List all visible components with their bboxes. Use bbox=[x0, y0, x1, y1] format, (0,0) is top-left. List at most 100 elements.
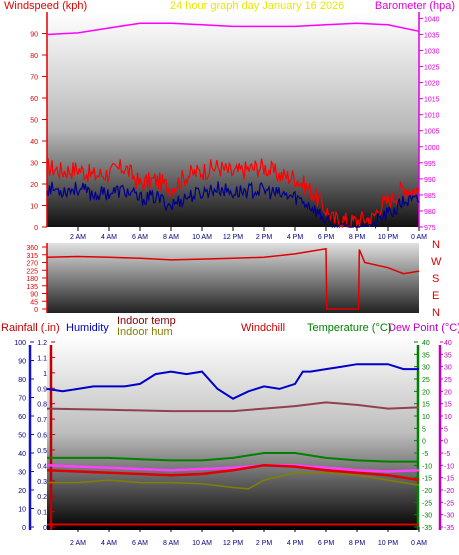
x-tick-label-bottom: 8 AM bbox=[163, 540, 179, 547]
windspeed-tick-label: 90 bbox=[30, 32, 38, 39]
x-tick-label-bottom: 10 PM bbox=[378, 540, 398, 547]
x-tick-label-bottom: 6 AM bbox=[132, 540, 148, 547]
humidity-tick-label: 50 bbox=[18, 433, 26, 440]
dewpoint-tick-label: 25 bbox=[444, 377, 452, 384]
x-tick-label-bottom: 12 PM bbox=[223, 540, 243, 547]
chart-title: 24 hour graph day January 16 2026 bbox=[170, 0, 344, 12]
barometer-tick-label: 1000 bbox=[424, 145, 440, 152]
indoor-hum-legend: Indoor hum bbox=[117, 326, 173, 338]
rainfall-tick-label: 1.2 bbox=[37, 340, 47, 347]
rainfall-legend: Rainfall (.in) bbox=[1, 322, 60, 334]
compass-label-n: N bbox=[432, 239, 440, 251]
wind-direction-line bbox=[46, 247, 420, 310]
barometer-tick-label: 1030 bbox=[424, 49, 440, 56]
x-tick-label: 6 PM bbox=[318, 234, 335, 241]
dewpoint-tick-label: 35 bbox=[444, 352, 452, 359]
x-tick-label: 2 PM bbox=[256, 234, 273, 241]
barometer-tick-label: 975 bbox=[424, 225, 436, 232]
windspeed-tick-label: 20 bbox=[30, 182, 38, 189]
direction-tick-label: 315 bbox=[26, 253, 38, 260]
barometer-tick-label: 1040 bbox=[424, 16, 440, 23]
rainfall-tick-label: 0 bbox=[43, 525, 47, 532]
direction-tick-label: 270 bbox=[26, 261, 38, 268]
windspeed-line bbox=[46, 158, 420, 229]
temperature-tick-label: -5 bbox=[422, 451, 428, 458]
windchill-line bbox=[46, 464, 420, 482]
rainfall-tick-label: 1 bbox=[43, 371, 47, 378]
x-tick-label: 4 PM bbox=[287, 234, 304, 241]
indoor-temp-line bbox=[46, 401, 420, 413]
barometer-tick-label: 985 bbox=[424, 193, 436, 200]
x-tick-label: 0 AM bbox=[411, 234, 427, 241]
temperature-tick-label: 35 bbox=[422, 352, 430, 359]
dewpoint-tick-label: -10 bbox=[444, 463, 454, 470]
x-tick-label-bottom: 2 AM bbox=[70, 540, 86, 547]
temperature-tick-label: -15 bbox=[422, 476, 432, 483]
x-tick-label-bottom: 0 AM bbox=[411, 540, 427, 547]
barometer-tick-label: 990 bbox=[424, 177, 436, 184]
humidity-legend: Humidity bbox=[66, 322, 109, 334]
windspeed-axis-title: Windspeed (kph) bbox=[4, 0, 87, 12]
humidity-tick-label: 30 bbox=[18, 470, 26, 477]
direction-tick-label: 180 bbox=[26, 276, 38, 283]
direction-tick-label: 225 bbox=[26, 268, 38, 275]
barometer-tick-label: 980 bbox=[424, 209, 436, 216]
dewpoint-tick-label: -5 bbox=[444, 451, 450, 458]
temperature-legend: Temperature (°C) bbox=[307, 322, 391, 334]
dewpoint-tick-label: 15 bbox=[444, 402, 452, 409]
dew-point-line bbox=[46, 464, 420, 473]
temperature-tick-label: 5 bbox=[422, 426, 426, 433]
rainfall-tick-label: 0.2 bbox=[37, 494, 47, 501]
temperature-tick-label: 0 bbox=[422, 439, 426, 446]
compass-label-e: E bbox=[432, 290, 439, 302]
barometer-tick-label: 1020 bbox=[424, 81, 440, 88]
barometer-tick-label: 1035 bbox=[424, 32, 440, 39]
indoor-temp-legend: Indoor temp bbox=[117, 315, 176, 327]
humidity-tick-label: 90 bbox=[18, 359, 26, 366]
x-tick-label: 10 PM bbox=[378, 234, 398, 241]
x-tick-label: 12 PM bbox=[223, 234, 243, 241]
humidity-tick-label: 80 bbox=[18, 377, 26, 384]
barometer-tick-label: 1015 bbox=[424, 97, 440, 104]
x-tick-label-bottom: 6 PM bbox=[318, 540, 335, 547]
x-tick-label-bottom: 10 AM bbox=[192, 540, 212, 547]
windspeed-tick-label: 10 bbox=[30, 204, 38, 211]
dewpoint-tick-label: 10 bbox=[444, 414, 452, 421]
rainfall-tick-label: 0.9 bbox=[37, 386, 47, 393]
dewpoint-tick-label: 30 bbox=[444, 365, 452, 372]
compass-label-n-bottom: N bbox=[432, 307, 440, 319]
x-tick-label-bottom: 2 PM bbox=[256, 540, 273, 547]
compass-label-s: S bbox=[432, 273, 439, 285]
rainfall-tick-label: 0.7 bbox=[37, 417, 47, 424]
x-tick-label: 2 AM bbox=[70, 234, 86, 241]
windspeed-tick-label: 70 bbox=[30, 75, 38, 82]
indoor-hum-line bbox=[47, 471, 420, 490]
dewpoint-tick-label: -20 bbox=[444, 488, 454, 495]
humidity-tick-label: 20 bbox=[18, 488, 26, 495]
temperature-tick-label: -10 bbox=[422, 463, 432, 470]
top-plot-area bbox=[47, 12, 419, 227]
direction-tick-label: 45 bbox=[30, 299, 38, 306]
x-tick-label: 4 AM bbox=[101, 234, 117, 241]
temperature-tick-label: 40 bbox=[422, 340, 430, 347]
humidity-tick-label: 10 bbox=[18, 507, 26, 514]
temperature-tick-label: 15 bbox=[422, 402, 430, 409]
compass-labels: N W S E N bbox=[431, 239, 442, 319]
windspeed-tick-label: 30 bbox=[30, 161, 38, 168]
humidity-tick-label: 70 bbox=[18, 396, 26, 403]
temperature-tick-label: -20 bbox=[422, 488, 432, 495]
temperature-tick-label: -30 bbox=[422, 513, 432, 520]
x-tick-label-bottom: 4 PM bbox=[287, 540, 304, 547]
compass-label-w: W bbox=[431, 256, 442, 268]
rainfall-tick-label: 0.6 bbox=[37, 433, 47, 440]
rainfall-tick-label: 0.4 bbox=[37, 463, 47, 470]
barometer-axis-title: Barometer (hpa) bbox=[375, 0, 455, 12]
x-tick-label: 8 PM bbox=[349, 234, 366, 241]
windspeed-tick-label: 50 bbox=[30, 118, 38, 125]
middle-plot-area bbox=[47, 243, 419, 313]
temperature-tick-label: -35 bbox=[422, 525, 432, 532]
rainfall-tick-label: 0.1 bbox=[37, 510, 47, 517]
bottom-plot-area bbox=[47, 336, 419, 530]
barometer-line bbox=[46, 22, 420, 36]
